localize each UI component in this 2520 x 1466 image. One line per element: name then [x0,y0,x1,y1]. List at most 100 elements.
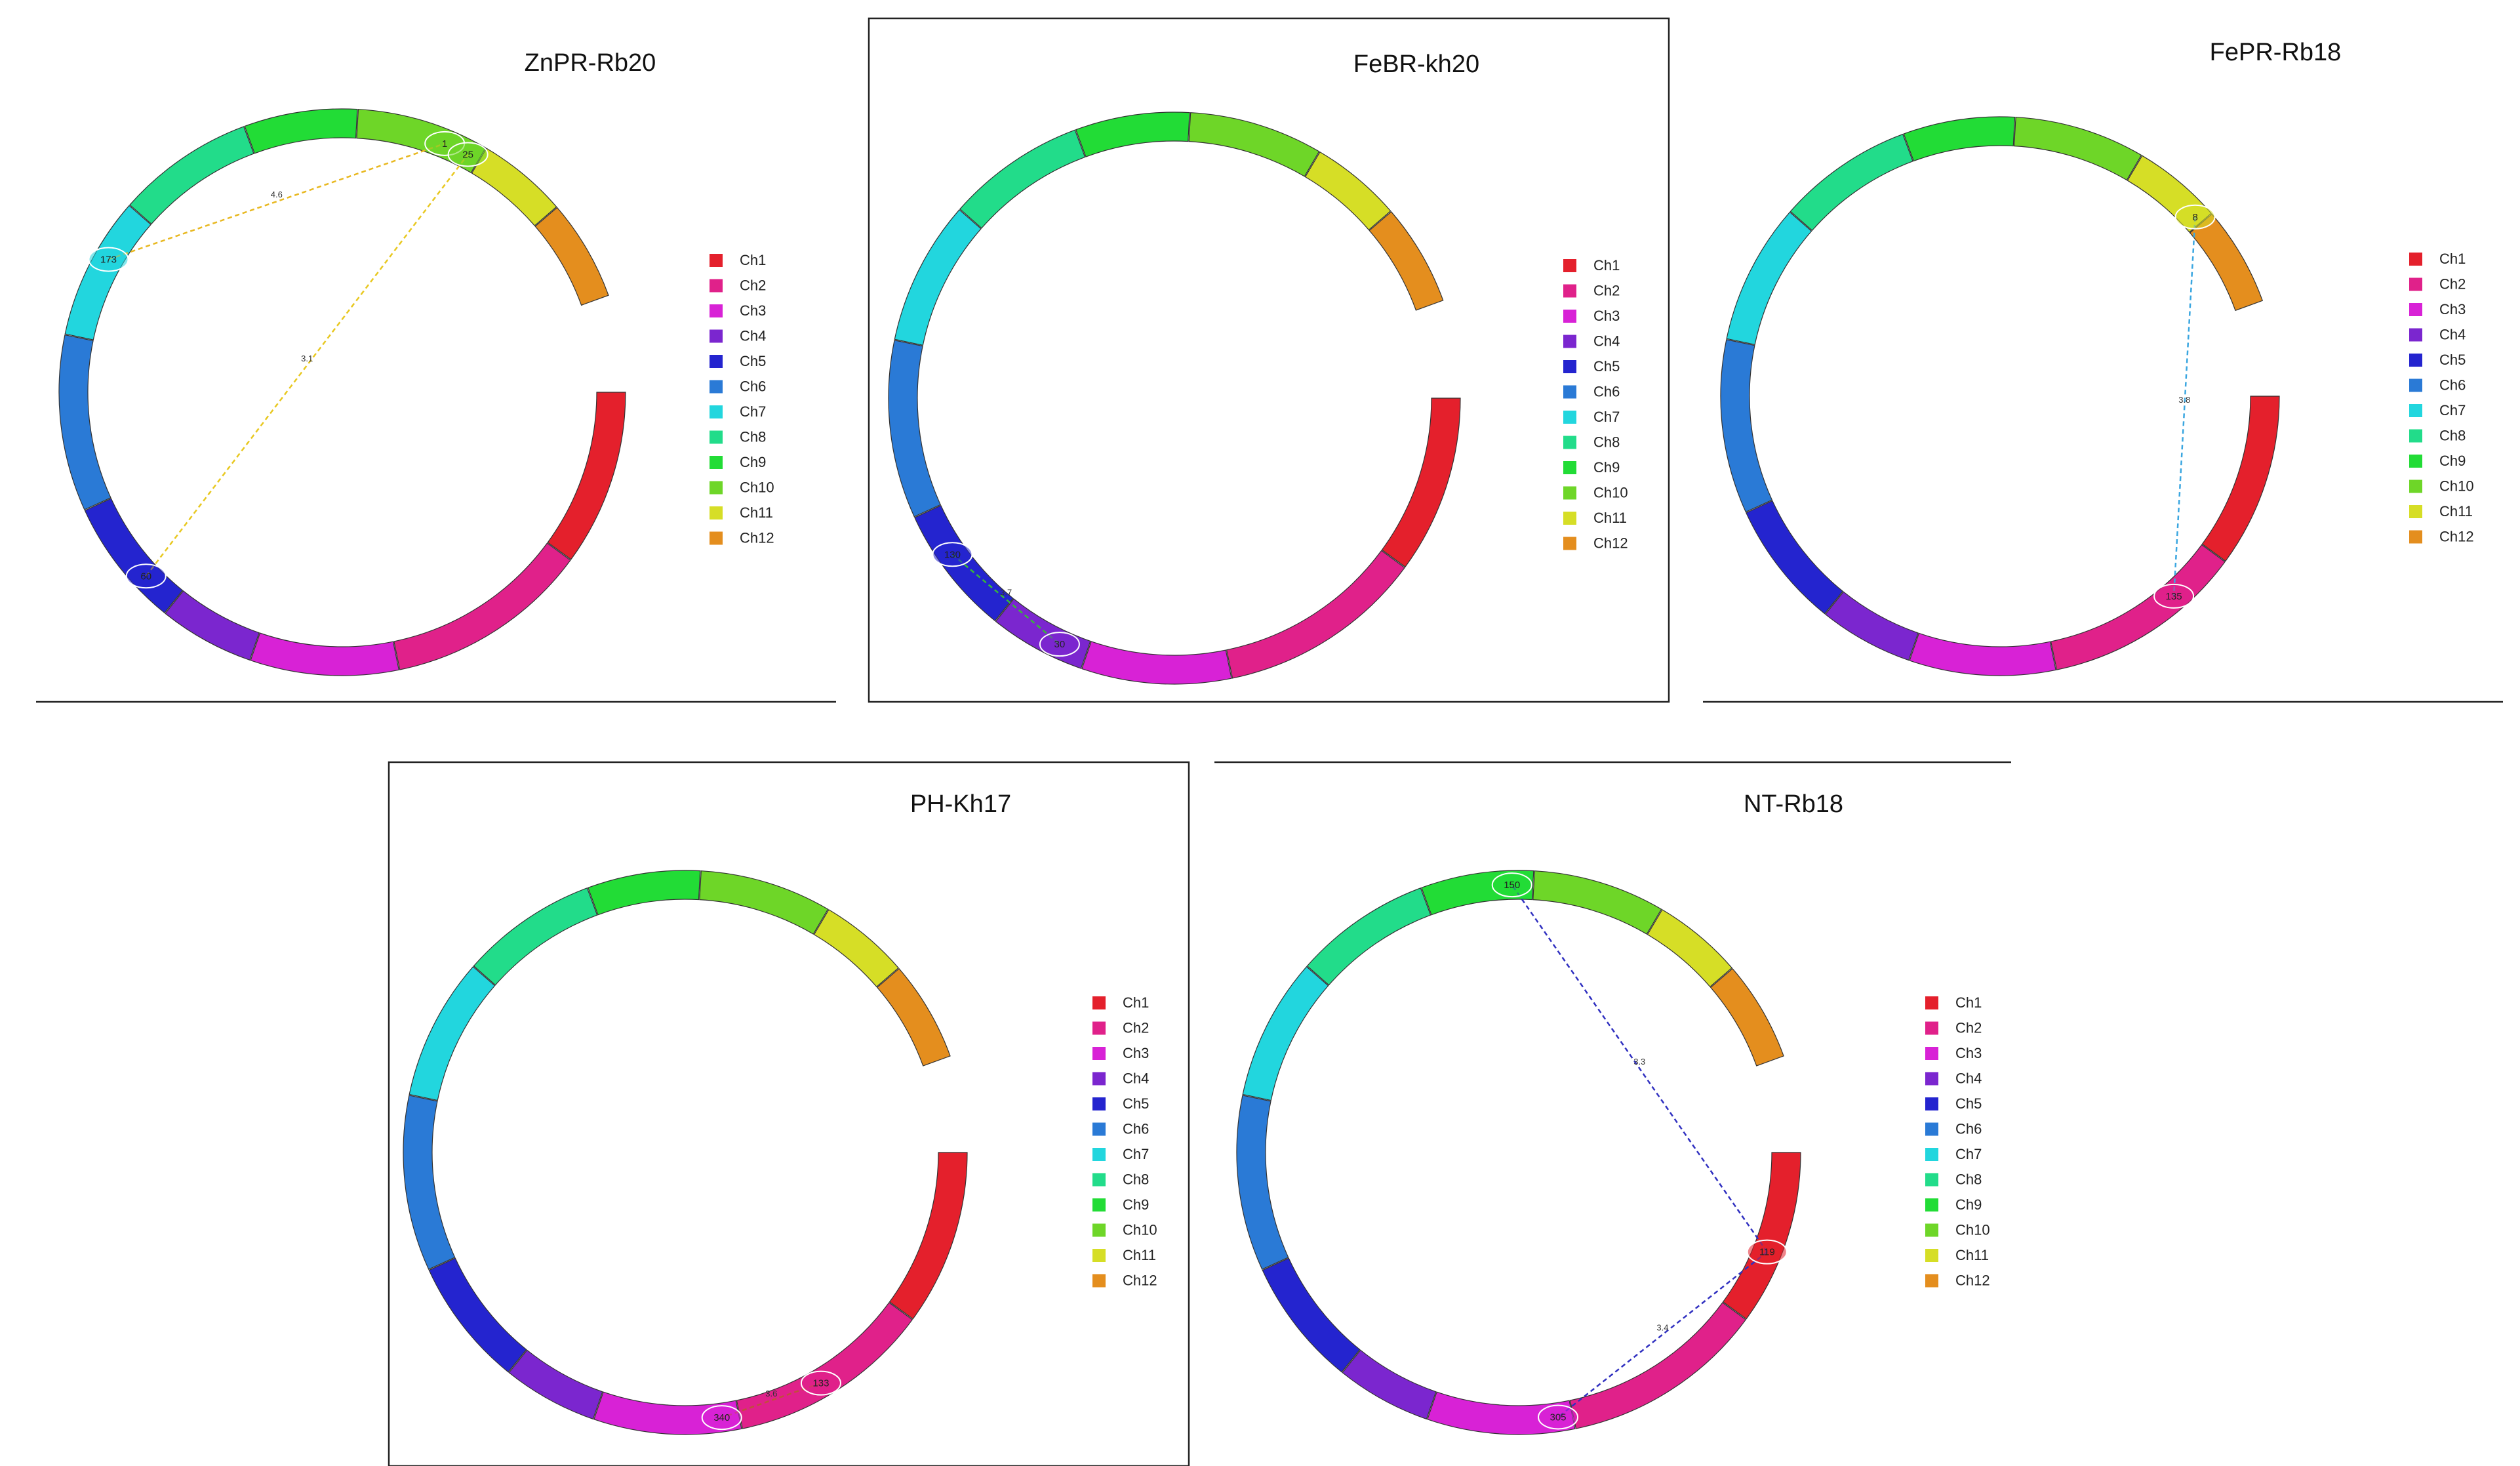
legend-label-ch11: Ch11 [2439,503,2473,519]
legend-label-ch12: Ch12 [2439,529,2474,545]
legend-swatch-ch10 [710,481,723,495]
legend-swatch-ch9 [2409,455,2422,468]
chromosome-arc-ch9 [1903,116,2016,162]
legend-swatch-ch7 [1092,1148,1106,1161]
chromosome-arc-ch11 [813,909,899,988]
chromosome-arc-ch4 [508,1349,603,1420]
qtl-marker-label: 150 [1504,880,1520,891]
legend-swatch-ch4 [1925,1072,1938,1086]
legend-swatch-ch7 [1563,411,1576,424]
legend-swatch-ch9 [710,456,723,469]
legend-label-ch8: Ch8 [740,429,766,445]
chromosome-arc-ch12 [876,967,951,1067]
legend-swatch-ch3 [1925,1047,1938,1060]
legend-swatch-ch12 [1563,537,1576,550]
chromosome-arc-ch7 [64,205,151,340]
legend-swatch-ch6 [1925,1122,1938,1136]
chromosome-arc-ch7 [1726,211,1812,346]
legend-swatch-ch6 [2409,378,2422,392]
chromosome-arc-ch12 [1710,967,1784,1067]
legend-label-ch2: Ch2 [1593,283,1620,299]
chromosome-arc-ch8 [959,129,1086,229]
chromosome-arc-ch8 [129,126,254,225]
legend-label-ch4: Ch4 [1955,1070,1982,1087]
qtl-marker-label: 305 [1550,1412,1567,1423]
legend-swatch-ch4 [2409,328,2422,342]
legend-label-ch7: Ch7 [1123,1146,1149,1162]
chromosome-arc-ch4 [165,590,260,661]
qtl-marker-label: 133 [812,1378,829,1389]
legend-swatch-ch4 [1092,1072,1106,1086]
chromosome-arc-ch12 [1369,211,1444,311]
legend-label-ch5: Ch5 [740,353,766,369]
chromosome-arc-ch4 [1824,591,1919,661]
chromosome-arc-ch8 [473,887,598,986]
legend-swatch-ch1 [1563,259,1576,272]
chromosome-arc-ch12 [534,207,609,306]
legend-label-ch10: Ch10 [1123,1222,1157,1238]
legend-label-ch9: Ch9 [1123,1196,1149,1213]
chromosome-arc-ch1 [1381,397,1461,568]
legend-label-ch12: Ch12 [1123,1273,1157,1289]
interaction-link [2172,216,2196,596]
chromosome-arc-ch11 [471,148,557,226]
legend-swatch-ch7 [1925,1148,1938,1161]
chromosome-arc-ch1 [2201,396,2280,562]
legend-swatch-ch8 [1563,436,1576,449]
legend-swatch-ch5 [1092,1097,1106,1110]
link-lod-label: 4.6 [271,190,283,199]
chromosome-arc-ch3 [1427,1391,1576,1435]
qtl-marker-label: 25 [462,150,473,161]
chromosome-arc-ch3 [1909,632,2056,676]
legend-swatch-ch2 [1925,1021,1938,1035]
chromosome-arc-ch7 [894,209,982,346]
qtl-marker-label: 130 [944,549,961,560]
legend-label-ch10: Ch10 [2439,478,2474,495]
panel-title: FeBR-kh20 [1353,51,1479,78]
qtl-marker-label: 173 [100,255,117,266]
legend-label-ch7: Ch7 [740,403,766,420]
legend-label-ch1: Ch1 [1593,257,1620,274]
qtl-marker [2174,204,2216,230]
legend-label-ch9: Ch9 [1593,459,1620,476]
legend-label-ch12: Ch12 [1955,1273,1990,1289]
legend-label-ch7: Ch7 [1593,409,1620,425]
chromosome-arc-ch7 [1242,966,1329,1101]
panel-febr-kh20: FeBR-kh20 3.7 130 30 Ch1 Ch2 Ch3 Ch4 Ch5 Ch6 Ch7 Ch… [868,17,1670,703]
legend-label-ch10: Ch10 [740,479,774,496]
chromosome-arc-ch10 [1532,870,1662,935]
legend-label-ch12: Ch12 [1593,535,1628,552]
legend-label-ch6: Ch6 [1593,384,1620,400]
panel-title: PH-Kh17 [910,790,1011,818]
legend-label-ch3: Ch3 [740,302,766,319]
legend-swatch-ch5 [710,355,723,368]
legend-label-ch11: Ch11 [1955,1247,1989,1263]
chromosome-arc-ch3 [250,632,399,676]
legend-swatch-ch12 [2409,530,2422,544]
link-lod-label: 3.3 [1633,1057,1645,1067]
legend-swatch-ch8 [1925,1173,1938,1187]
legend-swatch-ch3 [2409,303,2422,316]
legend-label-ch5: Ch5 [1955,1095,1982,1112]
qtl-marker [447,142,489,167]
legend-label-ch3: Ch3 [1955,1045,1982,1061]
legend-label-ch11: Ch11 [1593,510,1627,526]
chromosome-arc-ch4 [1342,1349,1437,1420]
link-lod-label: 3.8 [2178,395,2190,405]
legend-label-ch8: Ch8 [2439,428,2466,444]
qtl-marker-label: 60 [140,571,151,582]
legend-label-ch8: Ch8 [1593,434,1620,451]
legend-swatch-ch1 [1925,996,1938,1009]
legend-swatch-ch9 [1563,461,1576,474]
legend-swatch-ch11 [710,506,723,519]
legend-label-ch3: Ch3 [1123,1045,1149,1061]
chromosome-arc-ch11 [1304,151,1391,231]
chromosome-arc-ch9 [1075,112,1190,157]
chromosome-arc-ch11 [1647,909,1732,988]
qtl-marker-label: 135 [2166,591,2182,602]
legend-swatch-ch10 [1925,1223,1938,1237]
chromosome-arc-ch5 [84,498,184,614]
legend-swatch-ch11 [1925,1249,1938,1262]
chromosome-arc-ch8 [1306,887,1431,986]
legend-label-ch6: Ch6 [2439,377,2466,394]
